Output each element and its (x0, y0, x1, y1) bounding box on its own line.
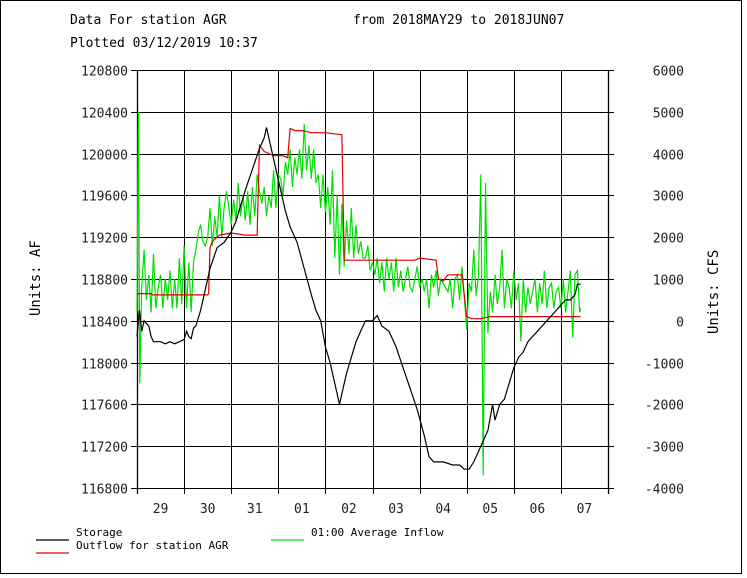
right-tick-label: 1000 (653, 274, 684, 289)
left-tick-label: 118800 (81, 274, 128, 289)
left-tick-label: 118000 (81, 358, 128, 373)
right-tick-label: -4000 (645, 483, 684, 498)
right-tick-label: -2000 (645, 399, 684, 414)
x-tick-label: 07 (577, 502, 593, 517)
series-storage (136, 127, 581, 470)
left-tick-label: 119200 (81, 232, 128, 247)
right-tick-label: -3000 (645, 441, 684, 456)
right-tick-label: 3000 (653, 190, 684, 205)
right-tick-label: 6000 (653, 65, 684, 80)
left-tick-label: 120000 (81, 149, 128, 164)
x-tick-label: 31 (247, 502, 263, 517)
x-tick-label: 03 (388, 502, 404, 517)
right-tick-label: 2000 (653, 232, 684, 247)
legend-label: 01:00 Average Inflow (311, 526, 444, 539)
date-range: from 2018MAY29 to 2018JUN07 (353, 13, 565, 28)
left-tick-label: 117200 (81, 441, 128, 456)
left-tick-label: 116800 (81, 483, 128, 498)
legend-label: Storage (76, 526, 122, 539)
x-tick-label: 02 (341, 502, 357, 517)
chart-title: Data For station AGR (70, 13, 227, 28)
left-tick-label: 117600 (81, 399, 128, 414)
series-outflow-for-station-agr (137, 127, 581, 320)
x-tick-label: 04 (435, 502, 451, 517)
x-tick-label: 05 (482, 502, 498, 517)
left-tick-label: 120800 (81, 65, 128, 80)
legend-label: Outflow for station AGR (76, 539, 229, 552)
x-tick-label: 30 (200, 502, 216, 517)
x-tick-label: 06 (530, 502, 546, 517)
series-01-00-average-inflow (136, 111, 582, 476)
x-tick-label: 29 (153, 502, 169, 517)
plotted-timestamp: Plotted 03/12/2019 10:37 (70, 36, 258, 51)
right-axis-label: Units: CFS (706, 249, 722, 334)
left-tick-label: 118400 (81, 316, 128, 331)
right-tick-label: 0 (676, 316, 684, 331)
left-axis-label: Units: AF (28, 240, 44, 316)
left-tick-label: 120400 (81, 107, 128, 122)
left-tick-label: 119600 (81, 190, 128, 205)
right-tick-label: 4000 (653, 149, 684, 164)
right-tick-label: 5000 (653, 107, 684, 122)
x-tick-label: 01 (294, 502, 310, 517)
right-tick-label: -1000 (645, 358, 684, 373)
